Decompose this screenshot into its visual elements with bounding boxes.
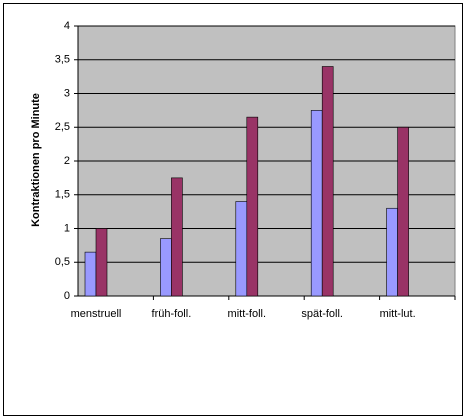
y-tick-label: 3,5 (55, 54, 70, 66)
y-tick-label: 2 (64, 155, 70, 167)
y-tick-label: 1 (64, 222, 70, 234)
y-tick-label: 0,5 (55, 256, 70, 268)
bar (386, 207, 398, 297)
y-tick-label: 3 (64, 87, 70, 99)
bar (160, 238, 172, 297)
bar (235, 201, 248, 297)
y-tick-label: 2,5 (55, 121, 70, 133)
y-tick-label: 1,5 (55, 189, 70, 201)
x-tick-label: früh-foll. (152, 308, 192, 320)
bar (95, 228, 108, 297)
y-tick-label: 4 (64, 20, 70, 32)
y-axis-title: Kontraktionen pro Minute (30, 93, 42, 227)
bar (171, 177, 183, 297)
bar (397, 126, 409, 297)
bar (246, 116, 259, 297)
x-tick-label: spät-foll. (301, 308, 343, 320)
x-tick-label: menstruell (71, 308, 122, 320)
y-tick-label: 0 (64, 290, 70, 302)
x-tick-label: mitt-foll. (228, 308, 267, 320)
bar (84, 251, 97, 297)
bar (321, 66, 334, 297)
bar (310, 110, 323, 297)
x-tick-label: mitt-lut. (380, 308, 416, 320)
